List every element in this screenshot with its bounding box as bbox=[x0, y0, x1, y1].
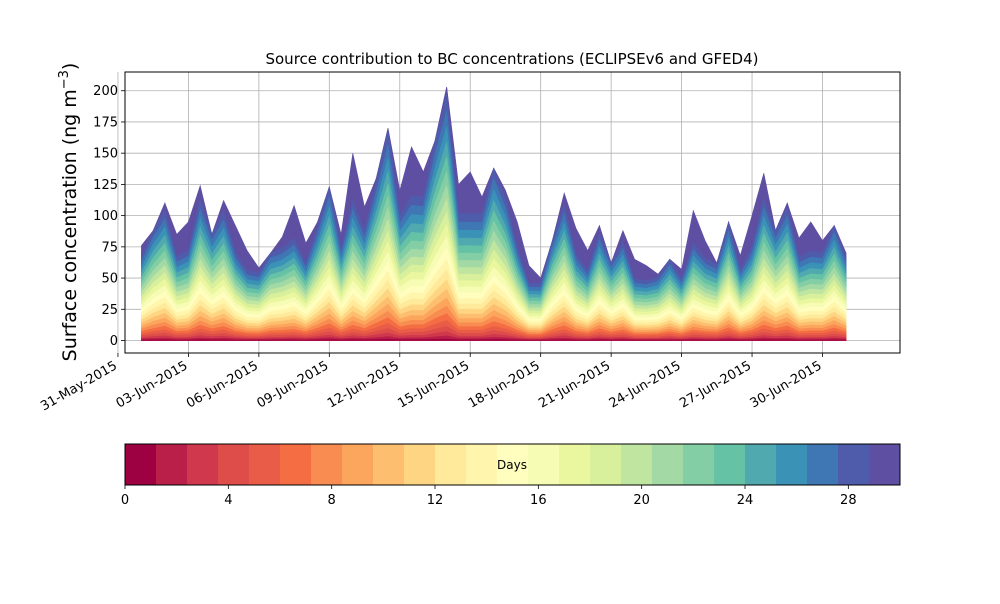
colorbar-segment bbox=[838, 444, 870, 485]
colorbar-segment bbox=[590, 444, 622, 485]
colorbar-segment bbox=[683, 444, 715, 485]
colorbar-segment bbox=[559, 444, 591, 485]
colorbar-segment bbox=[156, 444, 188, 485]
y-tick-label: 25 bbox=[101, 303, 118, 318]
x-tick-label: 24-Jun-2015 bbox=[607, 358, 684, 411]
colorbar-segment bbox=[807, 444, 839, 485]
colorbar-tick-label: 24 bbox=[737, 493, 754, 508]
colorbar-segment bbox=[218, 444, 250, 485]
colorbar-tick-label: 20 bbox=[633, 493, 650, 508]
colorbar-frame bbox=[124, 443, 901, 486]
colorbar-ticks: 0 4 8 12 16 20 24 28 bbox=[121, 485, 857, 508]
x-tick-label: 18-Jun-2015 bbox=[466, 358, 543, 411]
colorbar-segment bbox=[528, 444, 560, 485]
y-tick-label: 100 bbox=[93, 209, 118, 224]
y-tick-label: 200 bbox=[93, 84, 118, 99]
y-tick-label: 0 bbox=[110, 334, 118, 349]
colorbar-segment bbox=[435, 444, 467, 485]
x-tick-label: 27-Jun-2015 bbox=[677, 358, 754, 411]
x-tick-label: 21-Jun-2015 bbox=[536, 358, 613, 411]
colorbar-segment bbox=[745, 444, 777, 485]
chart-title: Source contribution to BC concentrations… bbox=[265, 50, 758, 68]
plot-frame bbox=[124, 71, 901, 354]
source-age-area bbox=[141, 335, 847, 341]
colorbar-segment bbox=[280, 444, 312, 485]
colorbar-segment bbox=[373, 444, 405, 485]
y-axis-label: Surface concentration (ng m−3) bbox=[57, 63, 81, 362]
colorbar-segment bbox=[249, 444, 281, 485]
colorbar-segment bbox=[187, 444, 219, 485]
colorbar-segment bbox=[497, 444, 529, 485]
colorbar-tick-label: 0 bbox=[121, 493, 129, 508]
x-tick-label: 31-May-2015 bbox=[38, 358, 120, 414]
colorbar-segment bbox=[621, 444, 653, 485]
y-tick-label: 125 bbox=[93, 178, 118, 193]
colorbar-segment bbox=[776, 444, 808, 485]
colorbar-segment bbox=[869, 444, 901, 485]
y-tick-label: 150 bbox=[93, 147, 118, 162]
x-tick-label: 06-Jun-2015 bbox=[184, 358, 261, 411]
colorbar-segment bbox=[466, 444, 498, 485]
colorbar bbox=[125, 444, 901, 485]
y-axis: 0 25 50 75 100 125 150 175 200 bbox=[93, 84, 125, 349]
x-axis: 31-May-201503-Jun-201506-Jun-201509-Jun-… bbox=[38, 353, 825, 414]
colorbar-segment bbox=[311, 444, 343, 485]
x-tick-label: 09-Jun-2015 bbox=[254, 358, 331, 411]
colorbar-segment bbox=[714, 444, 746, 485]
source-age-area bbox=[141, 338, 847, 341]
colorbar-segment bbox=[652, 444, 684, 485]
x-tick-label: 30-Jun-2015 bbox=[748, 358, 825, 411]
colorbar-tick-label: 4 bbox=[224, 493, 232, 508]
colorbar-tick-label: 8 bbox=[328, 493, 336, 508]
y-tick-label: 175 bbox=[93, 115, 118, 130]
colorbar-tick-label: 16 bbox=[530, 493, 547, 508]
x-tick-label: 03-Jun-2015 bbox=[114, 358, 191, 411]
stacked-areas bbox=[141, 86, 847, 341]
colorbar-tick-label: 28 bbox=[840, 493, 857, 508]
colorbar-segment bbox=[342, 444, 374, 485]
colorbar-label: Days bbox=[497, 458, 527, 472]
y-tick-label: 50 bbox=[101, 272, 118, 287]
y-tick-label: 75 bbox=[101, 240, 118, 255]
colorbar-segment bbox=[125, 444, 157, 485]
x-tick-label: 15-Jun-2015 bbox=[395, 358, 472, 411]
x-tick-label: 12-Jun-2015 bbox=[325, 358, 402, 411]
colorbar-segment bbox=[404, 444, 436, 485]
colorbar-tick-label: 12 bbox=[427, 493, 444, 508]
